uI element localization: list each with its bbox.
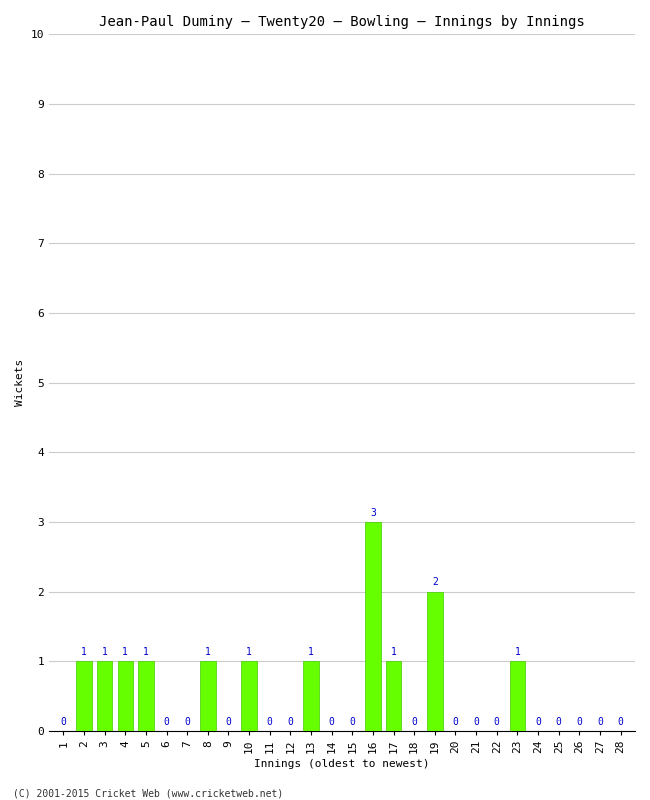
Text: 0: 0 [164,717,170,726]
Text: 3: 3 [370,508,376,518]
Text: 0: 0 [577,717,582,726]
Bar [304,662,318,731]
Bar [76,662,92,731]
Bar [200,662,216,731]
Text: 2: 2 [432,578,437,587]
Text: 1: 1 [391,647,396,657]
Text: 0: 0 [60,717,66,726]
Text: 0: 0 [411,717,417,726]
Bar [427,592,443,731]
Text: 1: 1 [308,647,314,657]
Text: 0: 0 [287,717,293,726]
Bar [97,662,112,731]
Y-axis label: Wickets: Wickets [15,359,25,406]
Text: 0: 0 [452,717,458,726]
Text: 1: 1 [514,647,520,657]
Text: 1: 1 [205,647,211,657]
Text: 1: 1 [246,647,252,657]
Text: 1: 1 [101,647,107,657]
Text: 0: 0 [266,717,272,726]
Text: 0: 0 [597,717,603,726]
Text: 0: 0 [226,717,231,726]
Text: 1: 1 [143,647,149,657]
Text: 0: 0 [556,717,562,726]
Title: Jean-Paul Duminy – Twenty20 – Bowling – Innings by Innings: Jean-Paul Duminy – Twenty20 – Bowling – … [99,15,585,29]
Text: 1: 1 [122,647,128,657]
Text: 0: 0 [618,717,623,726]
Text: 0: 0 [184,717,190,726]
Bar [241,662,257,731]
X-axis label: Innings (oldest to newest): Innings (oldest to newest) [254,759,430,769]
Text: 0: 0 [329,717,335,726]
Bar [138,662,153,731]
Bar [386,662,401,731]
Text: 0: 0 [349,717,355,726]
Text: 1: 1 [81,647,87,657]
Text: 0: 0 [535,717,541,726]
Bar [118,662,133,731]
Text: 0: 0 [473,717,479,726]
Bar [365,522,381,731]
Text: 0: 0 [494,717,500,726]
Text: (C) 2001-2015 Cricket Web (www.cricketweb.net): (C) 2001-2015 Cricket Web (www.cricketwe… [13,788,283,798]
Bar [510,662,525,731]
